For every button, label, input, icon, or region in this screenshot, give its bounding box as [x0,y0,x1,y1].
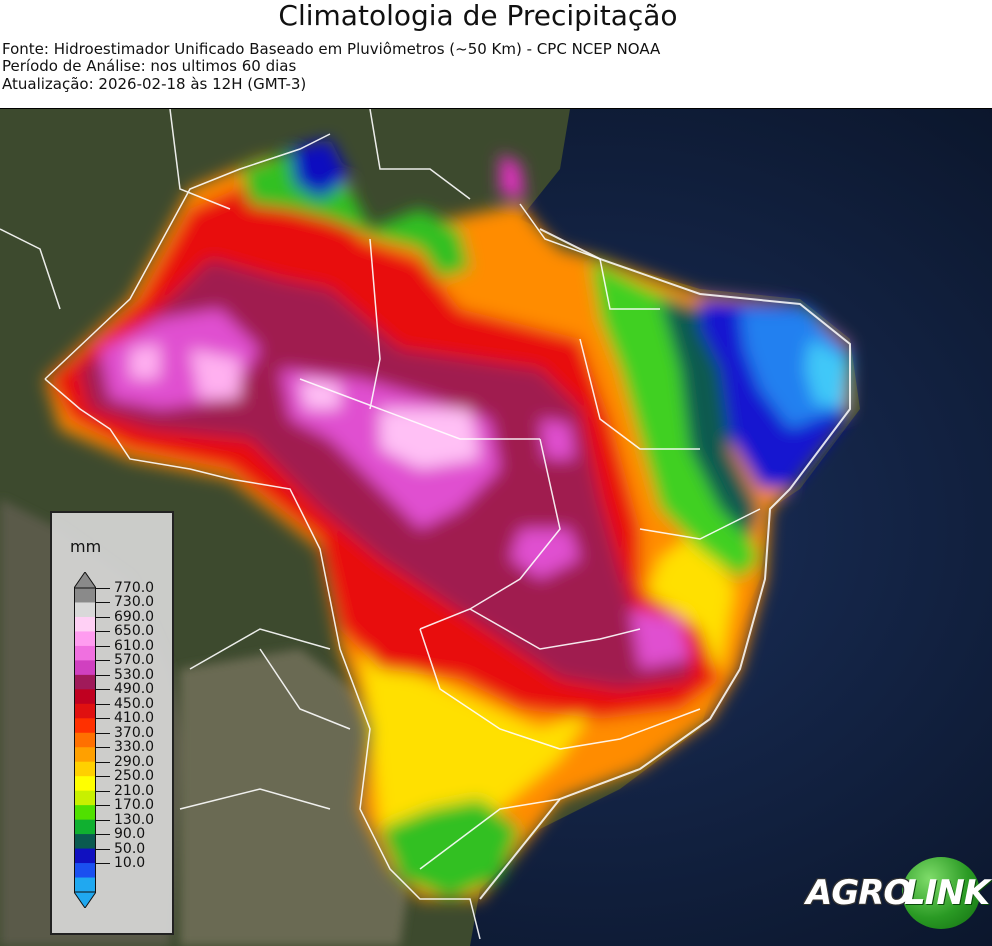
colorbar-tick [96,660,110,662]
colorbar [74,572,96,908]
colorbar-tick-label: 610.0 [114,637,155,654]
logo-circle [902,857,980,929]
colorbar-band [74,863,96,879]
colorbar-tick [96,703,110,705]
colorbar-band [74,776,96,792]
colorbar-tick-label: 770.0 [114,580,155,596]
coastline [479,228,851,900]
colorbar-tick-label: 290.0 [114,753,155,770]
precipitation-field [45,139,850,899]
colorbar-tick-label: 490.0 [114,681,155,698]
colorbar-band [74,660,96,676]
colorbar-tick [96,616,110,618]
colorbar-tick [96,631,110,633]
colorbar-tick [96,790,110,792]
colorbar-band [74,805,96,821]
colorbar-tick-label: 330.0 [114,739,155,756]
map-title: Climatologia de Precipitação [278,0,678,32]
colorbar-band [74,588,96,603]
colorbar-tick [96,602,110,604]
borders [0,109,761,940]
colorbar-band [74,631,96,647]
colorbar-band [74,819,96,835]
colorbar-tick [96,848,110,850]
colorbar-tick [96,732,110,734]
colorbar-tick-label: 410.0 [114,710,155,727]
colorbar-tick [96,689,110,691]
colorbar-band [74,834,96,850]
colorbar-tick [96,834,110,836]
colorbar-tick-label: 210.0 [114,782,155,799]
colorbar-tick [96,805,110,807]
colorbar-tick [96,674,110,676]
colorbar-band [74,732,96,748]
colorbar-tick-label: 650.0 [114,623,155,640]
colorbar-band [74,790,96,806]
colorbar-tick-label: 170.0 [114,797,155,814]
colorbar-band [74,689,96,705]
colorbar-tick-label: 50.0 [114,840,146,857]
colorbar-tick-label: 730.0 [114,594,155,611]
logo-link-text: LINK [904,873,990,913]
colorbar-tick [96,819,110,821]
legend-unit: mm [70,537,102,556]
colorbar-band [74,674,96,690]
legend-panel [50,511,174,935]
colorbar-tick [96,747,110,749]
update-line: Atualização: 2026-02-18 às 12H (GMT-3) [2,75,307,93]
colorbar-band [74,848,96,864]
colorbar-tick [96,761,110,763]
colorbar-tick-label: 690.0 [114,608,155,625]
colorbar-band [74,761,96,777]
colorbar-band [74,747,96,763]
agrolink-logo: AGRO LINK [806,857,990,929]
colorbar-tick-label: 450.0 [114,695,155,712]
colorbar-tick [96,645,110,647]
colorbar-band [74,718,96,734]
dry-land [180,649,420,946]
colorbar-tick-label: 370.0 [114,724,155,741]
colorbar-band [74,703,96,719]
colorbar-tick-label: 130.0 [114,811,155,828]
colorbar-tick-label: 530.0 [114,666,155,683]
colorbar-tick-label: 10.0 [114,855,146,872]
logo-agro-text: AGRO [806,873,912,913]
period-line: Período de Análise: nos ultimos 60 dias [2,57,297,75]
colorbar-tick-label: 90.0 [114,826,146,843]
colorbar-tick-label: 250.0 [114,768,155,785]
colorbar-tick [96,863,110,865]
colorbar-tick [96,588,110,589]
colorbar-tick [96,776,110,778]
triangle-down-icon [74,891,96,908]
source-line: Fonte: Hidroestimador Unificado Baseado … [2,40,661,58]
colorbar-tick [96,718,110,720]
colorbar-band [74,616,96,632]
colorbar-band [74,645,96,661]
triangle-up-icon [74,572,96,589]
colorbar-band [74,877,96,893]
colorbar-tick-label: 570.0 [114,652,155,669]
colorbar-band [74,602,96,618]
